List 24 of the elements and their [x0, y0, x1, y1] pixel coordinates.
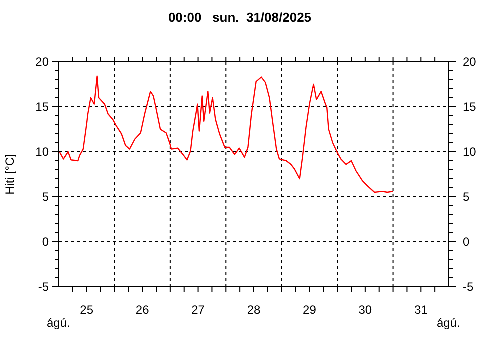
x-tick-label: 31 [414, 303, 428, 318]
y-axis-title: Hiti [°C] [3, 154, 17, 195]
text: ágú. [47, 316, 70, 330]
x-tick-label: 26 [136, 303, 150, 318]
y2-tick-label: -5 [463, 280, 474, 294]
y-tick-label: 20 [36, 54, 50, 69]
x-tick-label: 28 [247, 303, 261, 318]
x-tick-label: 30 [358, 303, 372, 318]
chart-title: 00:00 sun. 31/08/2025 [168, 10, 312, 25]
y-tick-label: 10 [36, 144, 50, 159]
x-tick-label: 27 [192, 303, 206, 318]
text: ágú. [437, 316, 460, 330]
y2-tick-label: 10 [463, 144, 477, 159]
y2-tick-label: 15 [463, 100, 477, 114]
line-series [60, 76, 394, 194]
y2-tick-label: 0 [463, 234, 470, 249]
y-tick-label: 15 [36, 100, 50, 114]
y-tick-label: 0 [42, 234, 50, 249]
y-tick-label: -5 [38, 280, 50, 294]
y-tick-label: 5 [42, 190, 50, 204]
y2-tick-label: 20 [463, 54, 477, 69]
x-tick-label: 25 [80, 303, 94, 318]
y2-tick-label: 5 [463, 190, 470, 204]
x-tick-label: 29 [303, 303, 317, 318]
